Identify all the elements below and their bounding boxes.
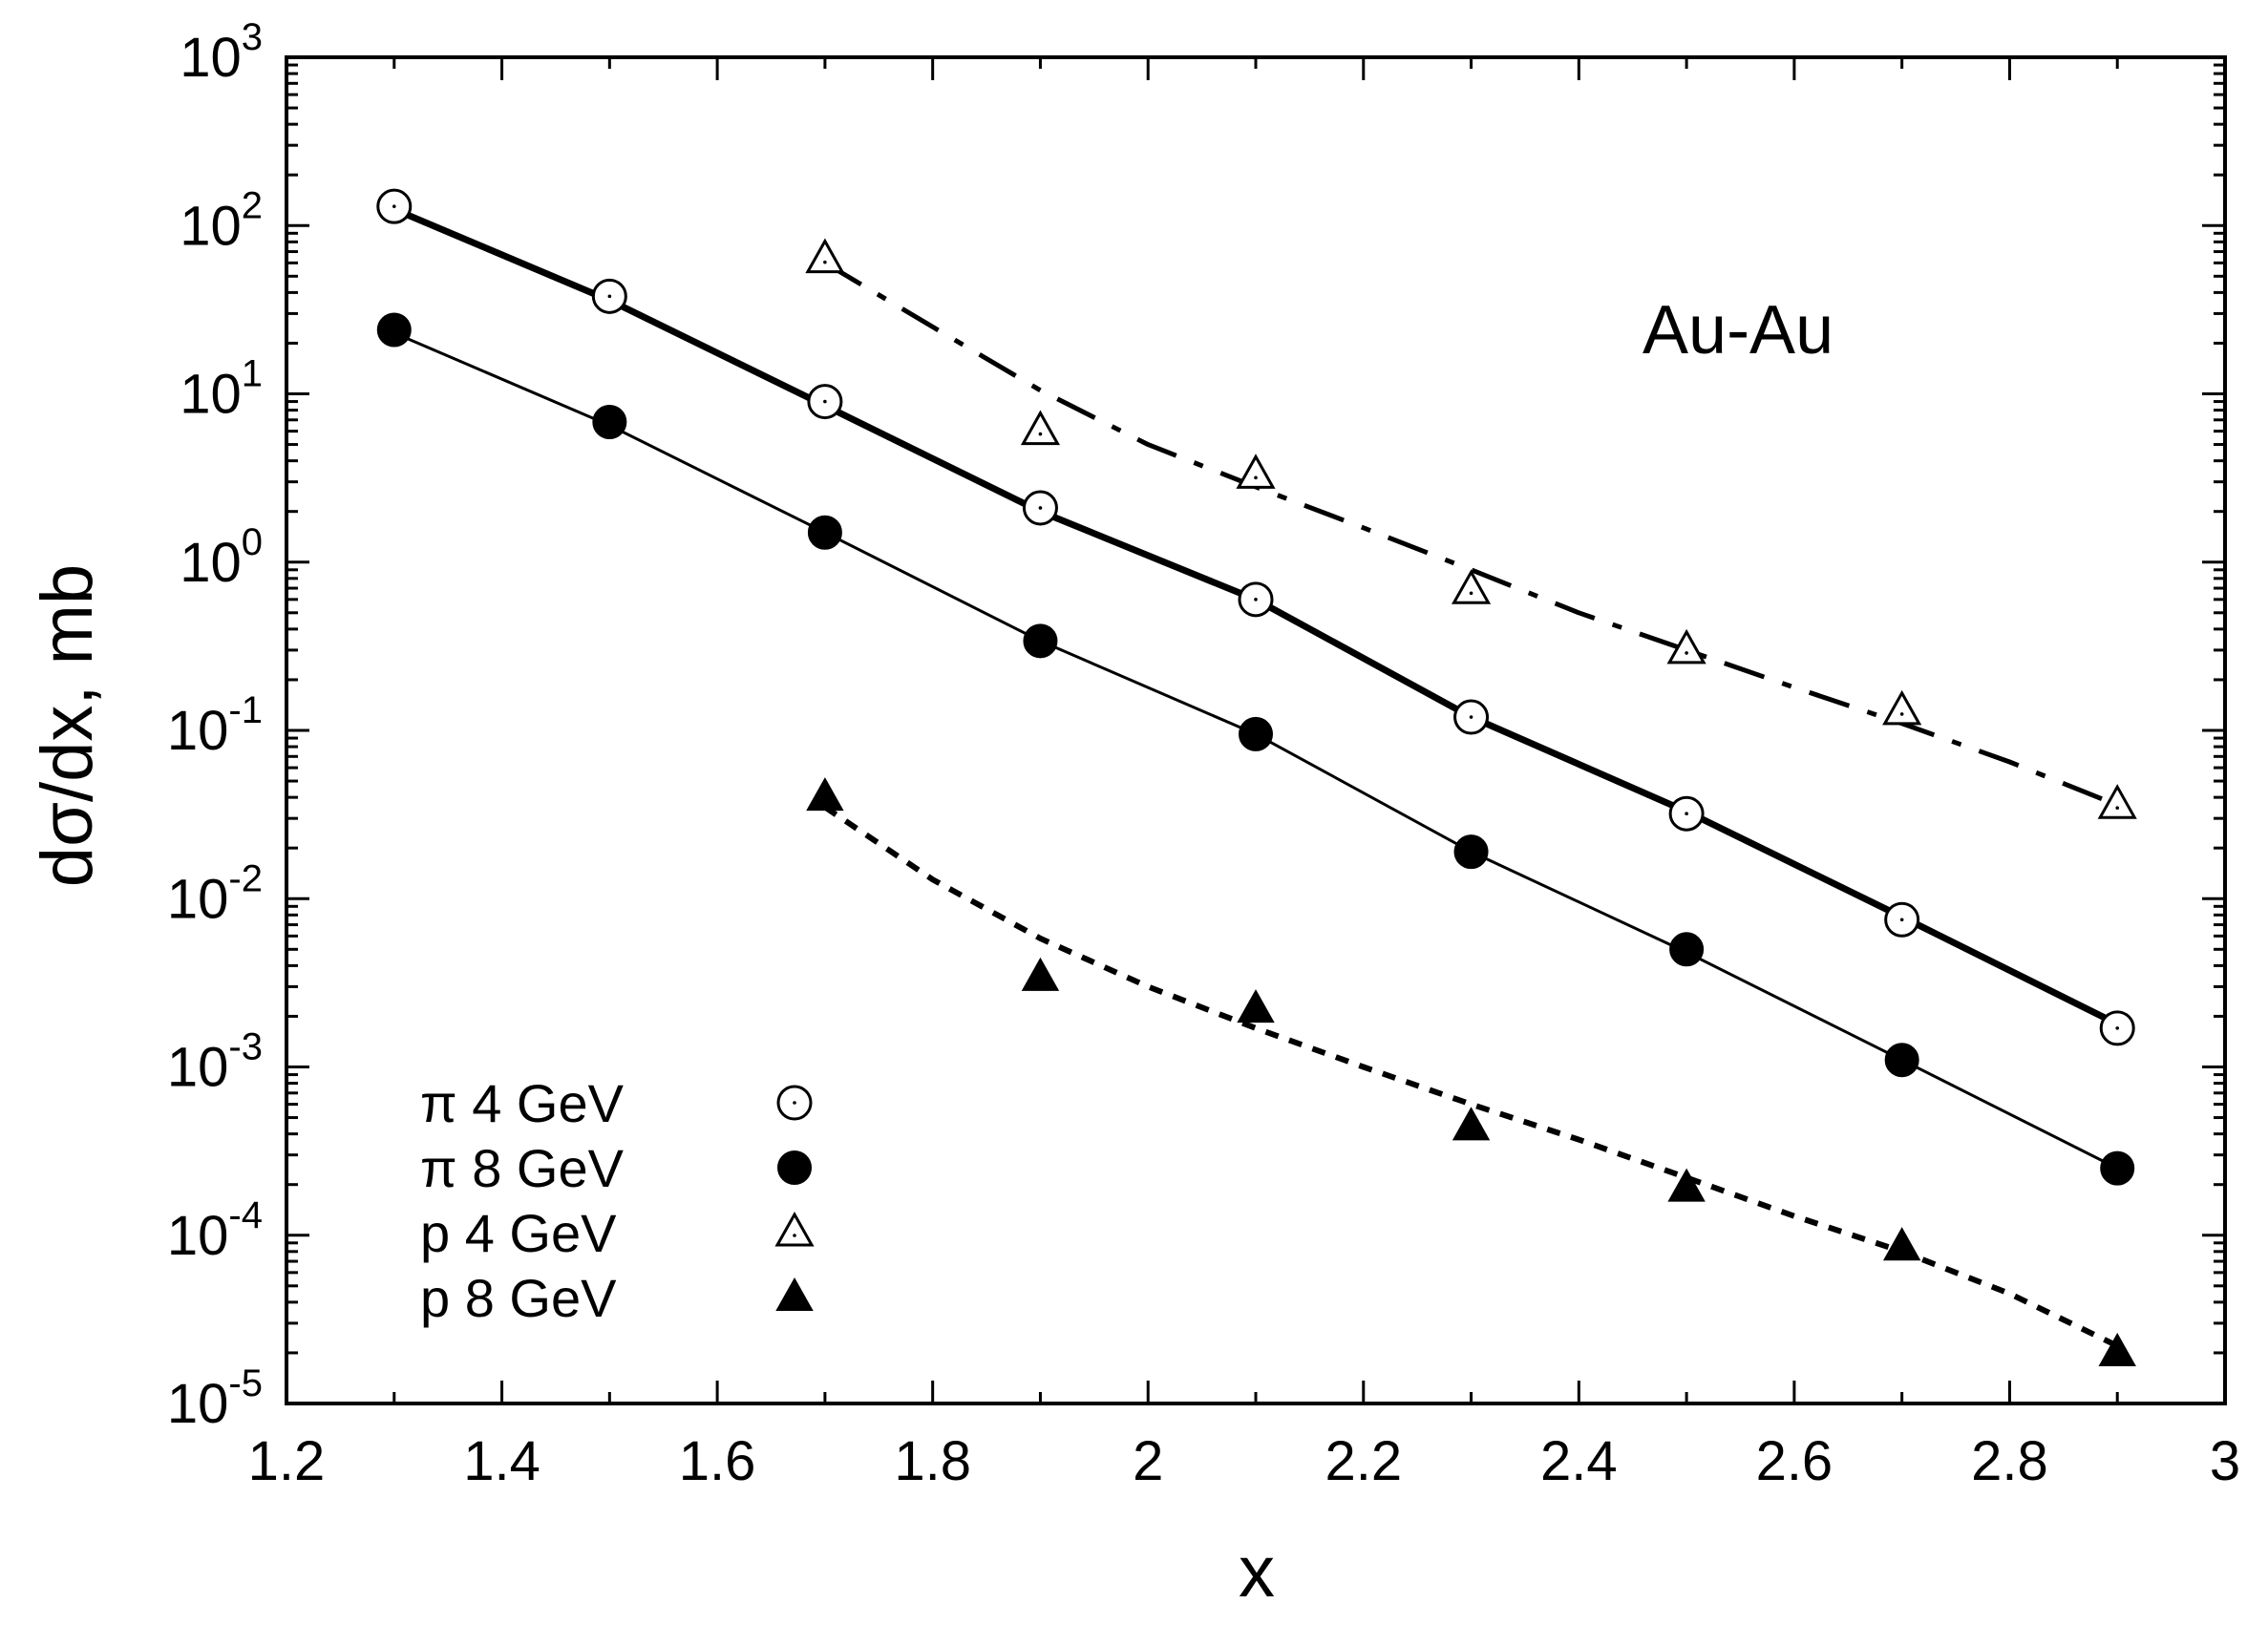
data-point-series-2 [1666,628,1706,665]
data-point-series-2-dot [823,260,827,264]
data-point-series-2 [2097,784,2137,819]
data-point-series-3 [1882,1227,1921,1261]
legend-marker-1 [777,1150,812,1185]
data-markers [376,188,2137,1366]
y-axis-label: dσ/dx, mb [27,564,108,887]
legend-marker-2-dot [793,1234,796,1237]
data-point-series-1 [807,515,842,550]
legend-marker-2 [774,1211,815,1247]
legend-label-2: p 4 GeV [420,1203,617,1263]
data-point-series-0-dot [1899,918,1904,922]
y-tick-label: 10-1 [167,689,263,762]
y-tick-label: 10-2 [167,857,263,930]
x-tick-label: 2 [1133,1430,1163,1492]
data-point-series-2-dot [1685,651,1688,655]
data-point-series-1 [592,405,627,440]
data-point-series-2-dot [2115,806,2120,811]
y-tick-label: 10-5 [167,1362,263,1435]
data-point-series-1 [1669,932,1705,967]
x-tick-label: 1.4 [463,1430,541,1492]
data-point-series-1 [376,312,412,348]
data-point-series-0-dot [1254,598,1258,601]
data-point-series-3 [1237,989,1275,1024]
data-point-series-2-dot [1038,432,1043,436]
legend-label-1: π 8 GeV [420,1138,625,1198]
data-point-series-0-dot [607,294,612,299]
x-tick-label: 1.8 [894,1430,971,1492]
data-point-series-2 [1451,569,1492,604]
data-point-series-1 [1239,716,1273,751]
legend-marker-3 [775,1277,814,1311]
legend-label-0: π 4 GeV [420,1073,625,1133]
data-point-series-3 [1452,1107,1491,1141]
data-point-series-2-dot [1254,475,1258,480]
x-tick-label: 1.6 [679,1430,756,1492]
x-tick-label: 2.4 [1540,1430,1618,1492]
y-tick-label: 100 [180,521,263,594]
series-curve-3 [823,804,2119,1349]
data-point-series-0-dot [1469,715,1473,719]
y-tick-label: 10-4 [167,1194,263,1267]
data-point-series-3 [806,777,844,812]
data-point-series-3 [1021,957,1060,991]
plot-frame [285,55,2227,1405]
data-point-series-2 [1020,410,1061,446]
data-point-series-2-dot [1469,591,1473,596]
fit-curves [392,205,2119,1349]
x-tick-label: 3 [2210,1430,2240,1492]
data-point-series-3 [1667,1168,1706,1202]
data-point-series-1 [1453,834,1489,870]
y-tick-label: 101 [180,353,263,426]
data-point-series-2 [805,238,845,274]
data-point-series-2 [1882,689,1922,726]
data-point-series-0-dot [2115,1026,2120,1030]
x-tick-label: 2.6 [1756,1430,1833,1492]
tick-labels: 1.2 1.4 1.6 1.8 2 2.2 2.4 2.6 2.8 3 10-5 10-4 10-3 10… [167,16,2240,1492]
legend-marker-0-dot [793,1101,796,1105]
data-point-series-0-dot [1685,812,1688,816]
data-point-series-1 [1023,623,1058,659]
x-axis-label: x [1239,1531,1275,1613]
y-tick-label: 10-3 [167,1026,263,1099]
data-point-series-2 [1236,454,1276,489]
data-point-series-0-dot [1038,506,1043,510]
data-point-series-2-dot [1899,712,1904,716]
data-point-series-1 [2100,1150,2135,1186]
data-point-series-3 [2098,1332,2136,1366]
x-tick-label: 1.2 [248,1430,326,1492]
annotation-au-au: Au-Au [1643,292,1833,369]
x-tick-label: 2.8 [1971,1430,2048,1492]
y-tick-label: 103 [180,16,263,89]
y-tick-label: 102 [180,184,263,257]
legend-label-3: p 8 GeV [420,1268,617,1328]
data-point-series-1 [1884,1043,1919,1078]
x-tick-label: 2.2 [1325,1430,1402,1492]
data-point-series-0-dot [823,399,827,404]
data-point-series-0-dot [392,204,396,208]
